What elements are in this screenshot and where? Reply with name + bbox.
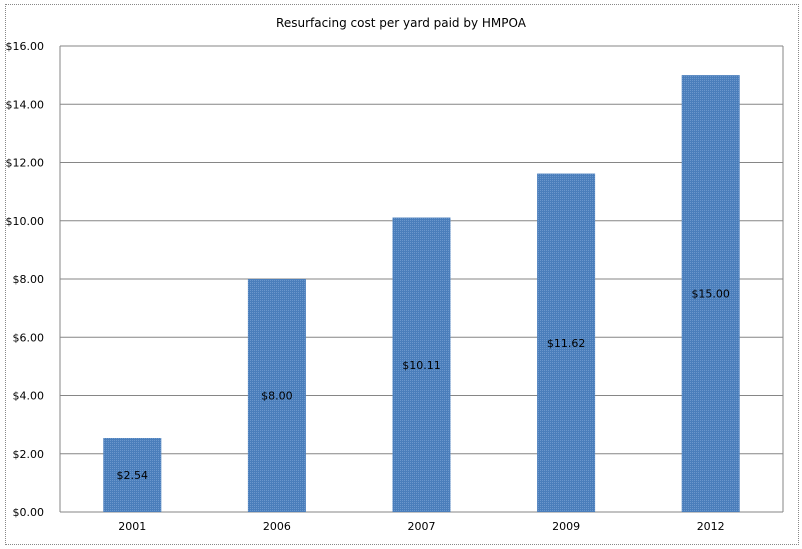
chart-frame (5, 4, 799, 545)
data-label: $8.00 (261, 390, 293, 403)
y-tick-label: $6.00 (13, 331, 45, 344)
bar-2001 (103, 438, 162, 512)
bar-2006 (247, 279, 306, 512)
y-tick-label: $14.00 (6, 98, 45, 111)
bar-2007 (392, 217, 451, 512)
y-tick-label: $16.00 (6, 40, 45, 53)
bar-2009 (537, 173, 596, 512)
y-tick-label: $10.00 (6, 215, 45, 228)
data-label: $10.11 (402, 359, 441, 372)
y-tick-label: $12.00 (6, 157, 45, 170)
x-tick-label: 2012 (697, 520, 725, 533)
y-tick-label: $2.00 (13, 448, 45, 461)
data-label: $15.00 (691, 288, 730, 301)
data-label: $11.62 (547, 337, 586, 350)
x-tick-label: 2006 (263, 520, 291, 533)
x-tick-label: 2007 (408, 520, 436, 533)
y-tick-label: $4.00 (13, 390, 45, 403)
x-tick-label: 2009 (552, 520, 580, 533)
x-tick-label: 2001 (118, 520, 146, 533)
bar-2012 (681, 75, 740, 512)
y-tick-label: $8.00 (13, 273, 45, 286)
chart-title: Resurfacing cost per yard paid by HMPOA (276, 16, 527, 30)
y-tick-label: $0.00 (13, 506, 45, 519)
data-label: $2.54 (117, 469, 149, 482)
